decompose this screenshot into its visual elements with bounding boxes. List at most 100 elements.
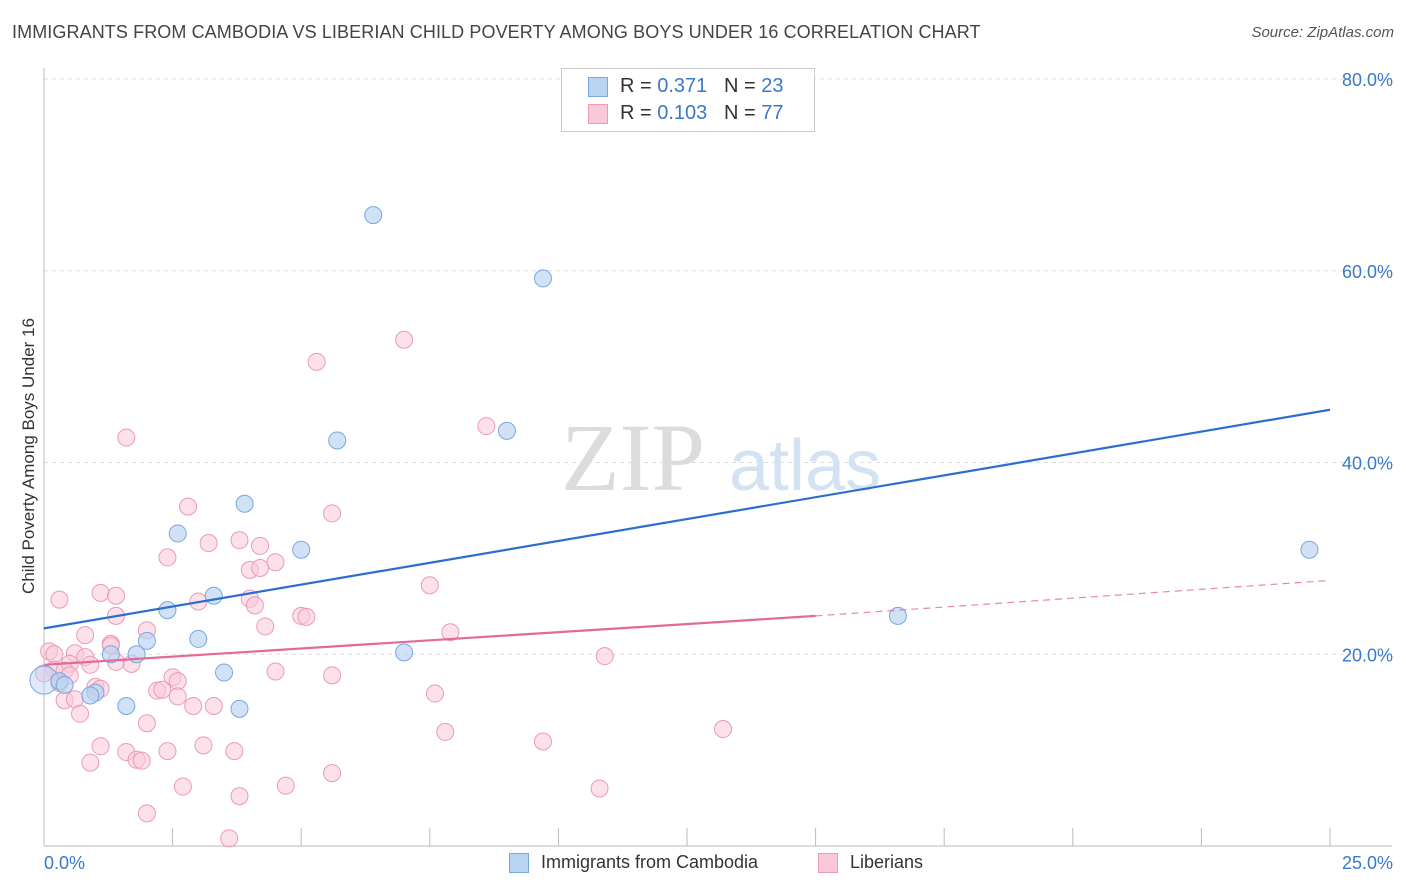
cambodia-point [230, 699, 249, 718]
grid-lines [44, 78, 1392, 655]
cambodia-point [235, 494, 254, 513]
liberians-point [220, 829, 239, 848]
cambodia-trend-line [43, 408, 1331, 630]
cambodia-point [533, 269, 552, 288]
liberians-point [323, 764, 342, 783]
liberians-trend-extension [815, 579, 1331, 617]
liberians-point [117, 428, 136, 447]
watermark-zip: ZIP [561, 404, 705, 511]
liberians-point [245, 596, 264, 615]
cambodia-point [497, 421, 516, 440]
x-tick-label: 0.0% [44, 853, 85, 873]
liberians-point [194, 736, 213, 755]
liberians-point [91, 583, 110, 602]
liberians-points [35, 330, 733, 848]
legend-swatch-cambodia [588, 77, 608, 97]
liberians-point [276, 776, 295, 795]
liberians-point [137, 714, 156, 733]
legend-r-value: 0.371 [657, 75, 708, 97]
liberians-point [168, 672, 187, 691]
tick-labels: 20.0% 40.0% 60.0% 80.0% 0.0% 25.0% [44, 70, 1393, 873]
cambodia-point [117, 697, 136, 716]
liberians-point [266, 553, 285, 572]
liberians-point [256, 617, 275, 636]
trend-lines [43, 408, 1331, 666]
liberians-point [179, 497, 198, 516]
liberians-point [158, 548, 177, 567]
liberians-point [436, 722, 455, 741]
liberians-point [184, 697, 203, 716]
liberians-point [91, 737, 110, 756]
cambodia-point [189, 629, 208, 648]
bottom-legend-swatch-cambodia [509, 853, 529, 873]
liberians-point [595, 647, 614, 666]
watermark-atlas: atlas [729, 426, 881, 506]
liberians-point [230, 531, 249, 550]
cambodia-points [29, 206, 1319, 718]
legend-n-value: 77 [761, 102, 784, 124]
cambodia-point [204, 586, 223, 605]
liberians-point [307, 352, 326, 371]
liberians-point [590, 779, 609, 798]
x-tick-label: 25.0% [1342, 853, 1393, 873]
bottom-legend-label-cambodia: Immigrants from Cambodia [541, 852, 759, 872]
cambodia-point [395, 643, 414, 662]
liberians-point [323, 504, 342, 523]
y-tick-label: 60.0% [1342, 262, 1393, 282]
liberians-point [132, 751, 151, 770]
liberians-point [35, 664, 53, 683]
y-tick-label: 80.0% [1342, 70, 1393, 90]
liberians-point [71, 704, 90, 723]
legend-n-value: 23 [761, 75, 784, 97]
liberians-point [158, 742, 177, 761]
watermark: ZIP atlas [561, 404, 881, 511]
liberians-point [297, 607, 316, 626]
liberians-point [225, 742, 244, 761]
liberians-point [137, 804, 156, 823]
liberians-point [199, 534, 218, 553]
liberians-point [173, 777, 192, 796]
liberians-point [168, 687, 187, 706]
y-tick-label: 20.0% [1342, 645, 1393, 665]
cambodia-point [158, 601, 177, 620]
correlation-legend: R = 0.371 N = 23 R = 0.103 N = 77 [561, 68, 815, 132]
liberians-point [230, 787, 249, 806]
source-label: Source: ZipAtlas.com [1251, 24, 1394, 41]
legend-n-label: N = [723, 102, 762, 124]
cambodia-point [137, 631, 156, 650]
cambodia-point [168, 524, 187, 543]
liberians-point [395, 330, 414, 349]
liberians-point [153, 680, 172, 699]
cambodia-point [328, 431, 347, 450]
liberians-point [45, 645, 64, 664]
cambodia-point [364, 206, 383, 225]
liberians-point [323, 666, 342, 685]
liberians-trend-line [43, 614, 816, 666]
liberians-point [204, 697, 223, 716]
cambodia-point [292, 540, 311, 559]
liberians-point [420, 576, 439, 595]
legend-r-label: R = [620, 75, 658, 97]
legend-r-label: R = [620, 102, 658, 124]
liberians-point [266, 662, 285, 681]
liberians-point [714, 720, 733, 739]
liberians-point [81, 655, 100, 674]
cambodia-point [81, 686, 100, 705]
cambodia-point [101, 645, 120, 664]
legend-swatch-liberians [588, 104, 608, 124]
axes [43, 68, 1392, 847]
cambodia-point [1300, 540, 1319, 559]
liberians-point [477, 417, 496, 436]
cambodia-point [55, 675, 74, 694]
liberians-point [425, 684, 444, 703]
liberians-point [81, 753, 100, 772]
y-tick-label: 40.0% [1342, 454, 1393, 474]
liberians-point [50, 590, 69, 609]
liberians-point [251, 558, 270, 577]
liberians-point [251, 536, 270, 555]
cambodia-point [215, 663, 234, 682]
liberians-point [533, 732, 552, 751]
cambodia-point [888, 606, 907, 625]
liberians-point [107, 586, 126, 605]
